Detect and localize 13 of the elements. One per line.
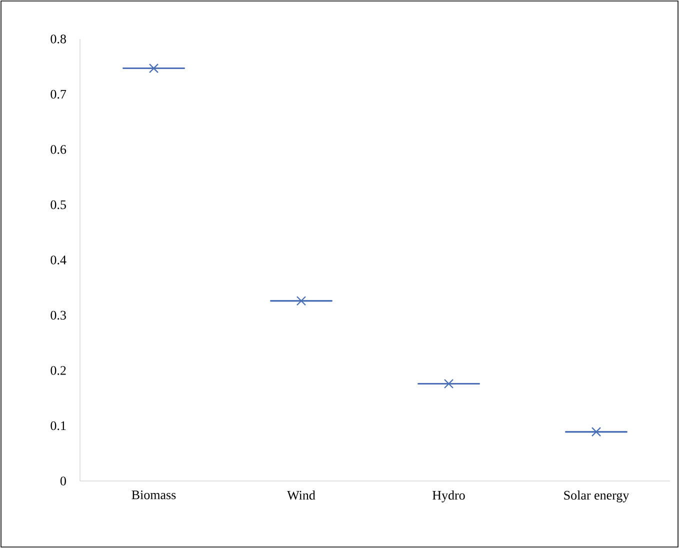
y-tick-label: 0.7	[50, 90, 66, 99]
y-tick-label: 0.8	[50, 34, 66, 44]
x-tick-label: Solar energy	[564, 490, 630, 502]
y-tick-label: 0.6	[50, 145, 66, 154]
y-tick-label: 0.3	[50, 310, 66, 320]
y-tick-label: 0.2	[50, 366, 66, 375]
x-tick-label: Biomass	[132, 490, 176, 500]
y-tick-label: 0.1	[50, 421, 66, 430]
y-tick-label: 0.5	[50, 200, 66, 210]
x-tick-label: Wind	[287, 490, 316, 500]
y-tick-label: 0	[60, 476, 66, 486]
y-tick-label: 0.4	[50, 256, 66, 264]
x-tick-label: Hydro	[432, 490, 465, 502]
